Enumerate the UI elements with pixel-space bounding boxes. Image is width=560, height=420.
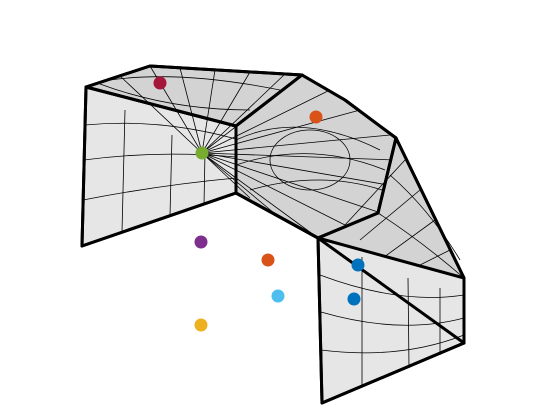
point-blue-lower <box>347 292 361 306</box>
point-orange-upper <box>309 110 323 124</box>
point-green <box>195 146 209 160</box>
point-blue-upper <box>351 258 365 272</box>
point-orange-lower <box>261 253 275 267</box>
roof-middle <box>201 73 398 240</box>
outline-edges <box>80 64 466 405</box>
point-yellow <box>194 318 208 332</box>
point-sky-blue <box>271 289 285 303</box>
point-crimson <box>153 76 167 90</box>
point-markers <box>153 76 365 332</box>
point-purple <box>194 235 208 249</box>
